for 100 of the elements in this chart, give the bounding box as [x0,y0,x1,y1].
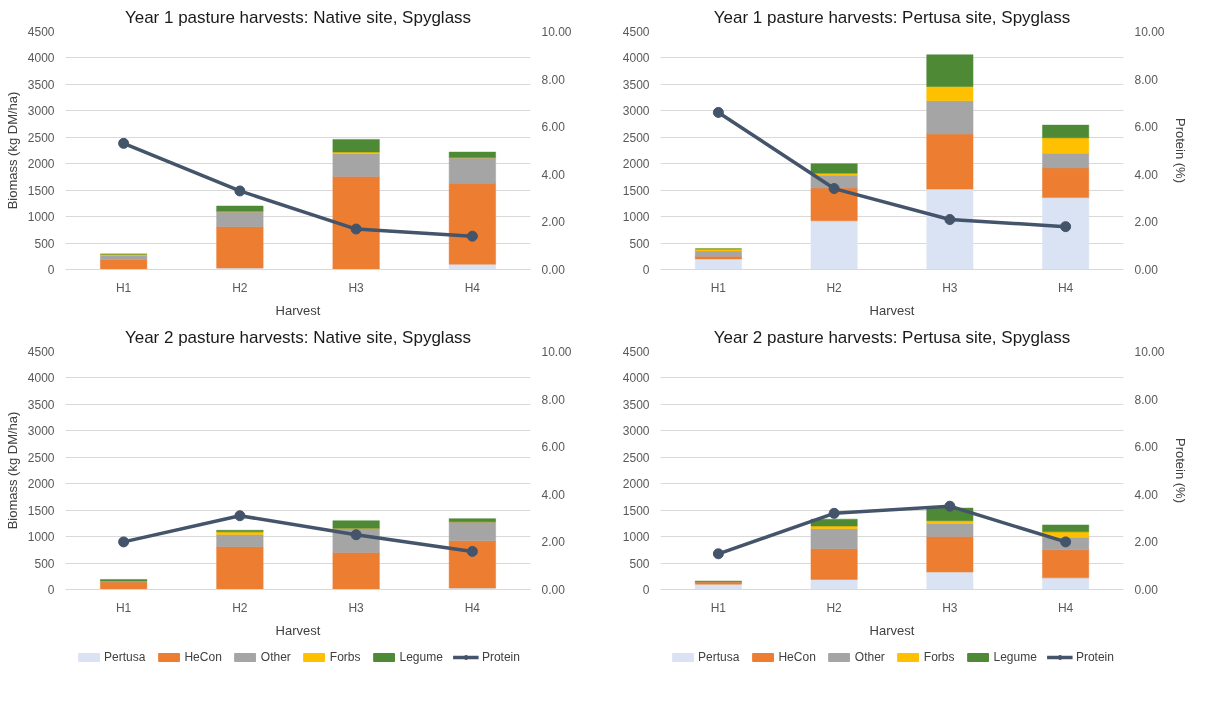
legend-label: HeCon [184,650,222,664]
x-tick-label: H4 [464,600,481,615]
y-tick-label: 3500 [27,77,55,92]
y2-tick-label: 10.00 [541,345,572,359]
x-tick-label: H3 [942,280,958,295]
y2-tick-label: 2.00 [1134,215,1159,230]
y2-tick-label: 8.00 [541,72,566,87]
y2-tick-label: 4.00 [541,487,566,502]
y2-axis-title: Protein (%) [1172,117,1188,184]
x-axis-title: Harvest [869,622,915,638]
x-tick-label: H2 [232,280,248,295]
y-tick-label: 4000 [622,371,650,386]
x-tick-label: H4 [464,280,481,295]
y-tick-label: 2000 [622,477,650,492]
y-tick-label: 2000 [27,477,55,492]
y-tick-label: 2000 [622,157,650,172]
y-tick-label: 3000 [622,424,650,439]
y-tick-label: 3500 [622,77,650,92]
x-tick-label: H3 [942,600,958,615]
legend-label: Legume [993,650,1037,664]
chart-title: Year 2 pasture harvests: Pertusa site, Spyglass [713,327,1071,347]
legend-label: Forbs [923,650,955,664]
y-tick-label: 0 [47,263,55,277]
legend-label: Legume [399,650,443,664]
y2-tick-label: 8.00 [541,392,566,407]
y-tick-label: 2000 [27,157,55,172]
y-tick-label: 500 [34,556,55,571]
y-tick-label: 1500 [27,183,55,198]
x-tick-label: H2 [232,600,248,615]
y-tick-label: 500 [629,556,650,571]
y-tick-label: 1000 [27,210,55,225]
x-tick-label: H3 [348,280,365,295]
y2-tick-label: 10.00 [1134,25,1165,39]
y-tick-label: 0 [642,263,650,277]
y-tick-label: 1000 [622,530,650,545]
x-tick-label: H1 [710,280,727,295]
y-tick-label: 3000 [622,104,650,119]
y2-tick-label: 2.00 [541,535,566,550]
y-tick-label: 4000 [622,51,650,66]
x-tick-label: H1 [115,280,132,295]
x-tick-label: H2 [826,600,843,615]
y-tick-label: 1500 [622,503,650,518]
legend-label: Pertusa [698,650,740,664]
y-tick-label: 4500 [27,345,55,359]
legend-label: Pertusa [104,650,146,664]
y-tick-label: 500 [629,236,650,251]
y2-tick-label: 6.00 [541,120,566,135]
y2-tick-label: 10.00 [541,25,572,39]
y-tick-label: 2500 [27,450,55,465]
x-tick-label: H2 [826,280,843,295]
y-tick-label: 2500 [622,450,650,465]
legend-label: Protein [1075,650,1114,664]
y2-tick-label: 8.00 [1134,72,1159,87]
chart-title: Year 2 pasture harvests: Native site, Spyglass [124,327,472,347]
y2-axis-title: Protein (%) [1172,437,1188,504]
legend-label: HeCon [778,650,816,664]
y-tick-label: 1500 [27,503,55,518]
y2-tick-label: 2.00 [1134,535,1159,550]
x-axis-title: Harvest [869,302,915,318]
y-tick-label: 3500 [27,397,55,412]
y2-tick-label: 0.00 [1134,583,1159,597]
y2-tick-label: 8.00 [1134,392,1159,407]
x-tick-label: H1 [115,600,132,615]
y2-tick-label: 4.00 [1134,167,1159,182]
y-tick-label: 2500 [27,130,55,145]
y2-tick-label: 0.00 [541,583,566,597]
y-tick-label: 3000 [27,104,55,119]
y2-tick-label: 4.00 [541,167,566,182]
y-tick-label: 4500 [622,25,650,39]
legend-label: Other [260,650,291,664]
y-tick-label: 4500 [622,345,650,359]
y-tick-label: 3000 [27,424,55,439]
legend-label: Other [854,650,885,664]
y2-tick-label: 4.00 [1134,487,1159,502]
x-tick-label: H3 [348,600,365,615]
x-axis-title: Harvest [275,302,321,318]
x-tick-label: H4 [1057,600,1074,615]
y-tick-label: 1500 [622,183,650,198]
y2-tick-label: 6.00 [1134,440,1159,455]
y-tick-label: 3500 [622,397,650,412]
legend-label: Forbs [329,650,361,664]
x-tick-label: H1 [710,600,727,615]
y-tick-label: 1000 [27,530,55,545]
y-tick-label: 1000 [622,210,650,225]
y2-tick-label: 10.00 [1134,345,1165,359]
y2-tick-label: 0.00 [541,263,566,277]
chart-title: Year 1 pasture harvests: Native site, Spyglass [124,7,472,27]
y-tick-label: 4500 [27,25,55,39]
x-tick-label: H4 [1057,280,1074,295]
x-axis-title: Harvest [275,622,321,638]
y-tick-label: 0 [642,583,650,597]
y-tick-label: 4000 [27,51,55,66]
chart-title: Year 1 pasture harvests: Pertusa site, Spyglass [713,7,1071,27]
y-tick-label: 2500 [622,130,650,145]
y-tick-label: 0 [47,583,55,597]
y-tick-label: 4000 [27,371,55,386]
y2-tick-label: 0.00 [1134,263,1159,277]
legend-label: Protein [481,650,520,664]
y-axis-title: Biomass (kg DM/ha) [4,411,20,530]
y-tick-label: 500 [34,236,55,251]
